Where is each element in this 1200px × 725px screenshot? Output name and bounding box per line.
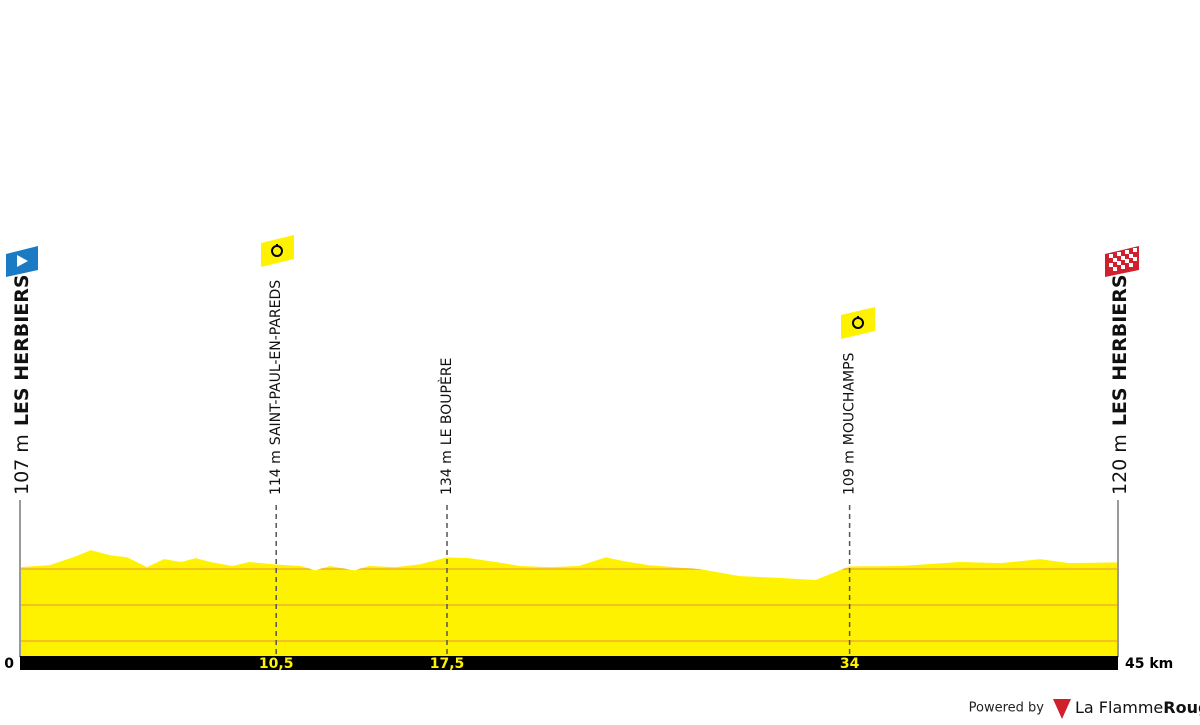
waypoint-name: LES HERBIERS [1109,274,1131,426]
x-tick-label: 17,5 [430,656,465,672]
waypoint-name: LES HERBIERS [11,274,33,426]
brand: La FlammeRouge [1075,698,1200,717]
waypoint-label: 109 m MOUCHAMPS [842,352,858,495]
waypoint-elevation: 107 m [11,434,33,495]
km-bar [20,656,1118,670]
waypoint-elevation: 134 m [439,450,455,495]
waypoint-name: MOUCHAMPS [842,352,858,445]
profile-area [20,550,1118,656]
waypoint-name: SAINT-PAUL-EN-PAREDS [268,280,284,445]
waypoint-label: 134 m LE BOUPÈRE [438,358,455,495]
waypoint-elevation: 109 m [842,450,858,495]
waypoint-elevation: 114 m [268,450,284,495]
sprint-icon [261,235,294,267]
waypoint-label: 107 m LES HERBIERS [11,274,33,495]
powered-by: Powered by [969,701,1045,716]
x-tick-label: 45 km [1125,656,1173,672]
brand-name-bold: Rouge [1163,698,1200,717]
x-tick-label: 10,5 [259,656,294,672]
x-tick-label: 34 [840,656,860,672]
start-icon [6,246,38,277]
waypoint-label: 120 m LES HERBIERS [1109,274,1131,495]
x-tick-label: 0 [4,656,14,672]
waypoint-label: 114 m SAINT-PAUL-EN-PAREDS [268,280,284,495]
brand-name: La Flamme [1075,698,1163,717]
waypoint-name: LE BOUPÈRE [438,358,455,446]
sprint-icon [841,307,875,339]
brand-logo [1053,699,1071,719]
waypoint-elevation: 120 m [1109,434,1131,495]
finish-icon [1105,246,1139,277]
